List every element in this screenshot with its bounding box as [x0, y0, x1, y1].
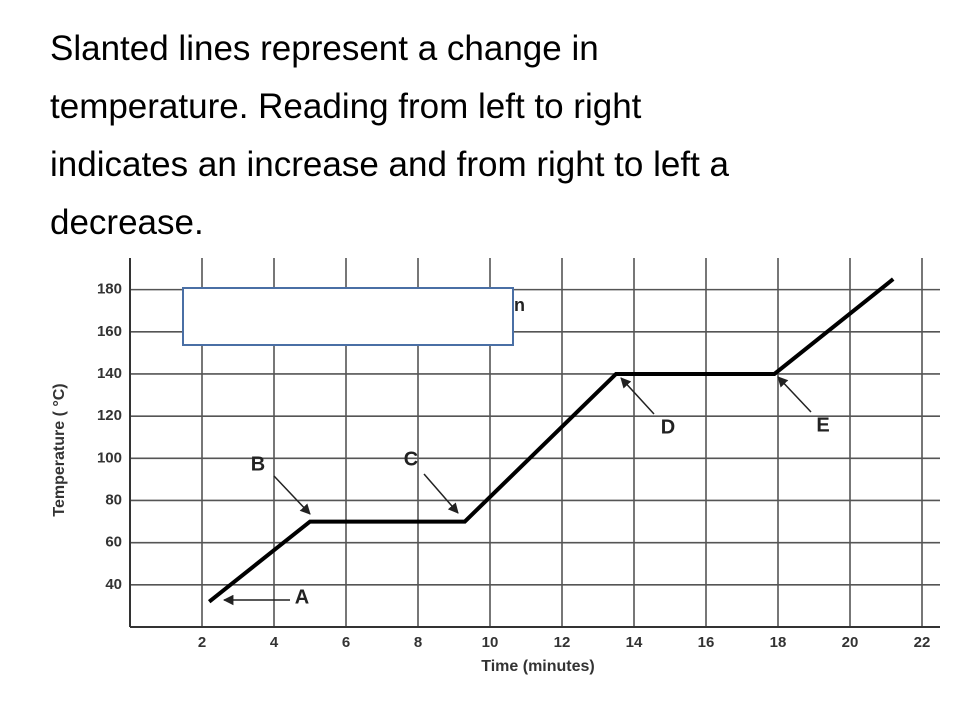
chart: 40 60 80 100 120 140 160 180 2 4 6 8 10 12 14 16 18 20 22 T… — [51, 258, 940, 675]
y-tick-label: 60 — [105, 534, 122, 551]
x-tick-label: 4 — [270, 634, 279, 651]
slide-text: temperature. Reading from left to right — [50, 87, 642, 126]
x-tick-label: 20 — [842, 634, 859, 651]
y-axis-label: Temperature ( °C) — [51, 383, 68, 516]
x-tick-label: 8 — [414, 634, 422, 651]
x-tick-label: 14 — [626, 634, 643, 651]
annotation-arrow — [777, 376, 812, 413]
y-tick-label: 40 — [105, 576, 122, 593]
annotation: C — [404, 448, 418, 470]
cover-box — [182, 287, 514, 346]
x-tick-label: 16 — [698, 634, 715, 651]
y-tick-label: 160 — [97, 323, 122, 340]
y-tick-label: 80 — [105, 491, 122, 508]
slide-text: Slanted lines represent a change in — [50, 29, 599, 68]
x-tick-label: 18 — [770, 634, 787, 651]
annotation-arrow — [273, 475, 311, 515]
y-tick-label: 180 — [97, 281, 122, 298]
slide-text: indicates an increase and from right to … — [50, 145, 730, 184]
curve — [207, 277, 895, 604]
annotation-arrow — [620, 377, 655, 415]
chart-title: n — [514, 295, 525, 315]
x-tick-label: 6 — [342, 634, 350, 651]
slide-text: decrease. — [50, 203, 204, 242]
y-tick-label: 140 — [97, 365, 122, 382]
x-tick-label: 10 — [482, 634, 499, 651]
y-tick-label: 120 — [97, 407, 122, 424]
annotation-arrow — [423, 473, 459, 514]
annotation: A — [295, 586, 309, 608]
y-tick-label: 100 — [97, 449, 122, 466]
x-tick-label: 12 — [554, 634, 571, 651]
annotation: B — [251, 453, 265, 475]
x-axis-label: Time (minutes) — [481, 658, 595, 675]
x-tick-label: 22 — [914, 634, 931, 651]
annotation: E — [816, 414, 829, 436]
x-tick-label: 2 — [198, 634, 206, 651]
annotation: D — [661, 416, 675, 438]
